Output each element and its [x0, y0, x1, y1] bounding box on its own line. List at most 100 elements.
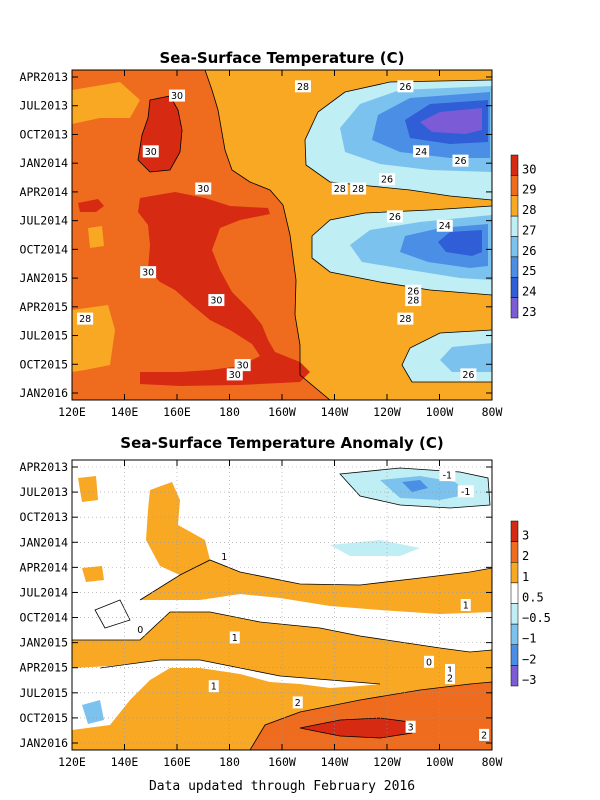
anom-contour-label-bg	[445, 663, 455, 676]
footer-note: Data updated through February 2016	[149, 779, 415, 794]
anom-contour-label: 2	[447, 674, 453, 685]
anom-xtick-label: 120W	[373, 755, 401, 769]
sst-xtick-label: 180	[219, 405, 240, 419]
sst-xtick-label: 140W	[321, 405, 349, 419]
anom-colorbar-swatch	[510, 644, 519, 666]
sst-ytick-label: JAN2015	[20, 271, 68, 285]
anom-region-1-mid	[140, 560, 492, 614]
sst-contour-label-bg	[331, 182, 348, 195]
sst-contour-label-bg	[140, 266, 157, 279]
anom-contour-label: 0	[426, 657, 432, 668]
sst-contour-label: 30	[142, 268, 154, 279]
sst-ticks: 120E 140E 160E 180 160W 140W 120W 100W 80W APR201…	[20, 70, 502, 419]
sst-contour-label-bg	[234, 359, 251, 372]
sst-ytick-label: APR2015	[20, 300, 68, 314]
sst-contour-label-bg	[142, 145, 159, 158]
anom-contour-label-bg	[208, 680, 219, 693]
sst-ytick-label: APR2014	[20, 185, 69, 199]
sst-contour-label: 30	[229, 370, 241, 381]
anom-contour-label: 0	[137, 625, 143, 636]
sst-colorbar-swatch	[510, 277, 519, 298]
anom-colorbar-label: −3	[522, 673, 536, 687]
anom-grid	[72, 460, 492, 750]
anom-colorbar-label: 0.5	[522, 590, 544, 604]
sst-xtick-label: 160W	[268, 405, 296, 419]
anom-contour-label: 1	[211, 682, 217, 693]
sst-colorbar-swatch	[510, 256, 519, 278]
sst-colorbar: 30 29 28 27 26 25 24 23	[510, 154, 536, 319]
sst-ytick-label: JAN2014	[20, 156, 69, 170]
sst-region-30-small	[78, 199, 104, 212]
anom-ytick-label: JAN2015	[20, 636, 68, 650]
anom-ytick-label: JUL2015	[20, 686, 68, 700]
sst-region-24-mid	[438, 230, 482, 256]
sst-contour-label: 28	[399, 314, 411, 325]
sst-colorbar-label: 27	[522, 223, 536, 237]
anom-contour-label: -1	[461, 487, 470, 498]
anom-contour-label: 2	[295, 698, 301, 709]
sst-colorbar-swatch	[510, 215, 519, 237]
sst-xtick-label: 120E	[58, 405, 86, 419]
sst-contour-label-bg	[226, 368, 243, 381]
sst-panel: Sea-Surface Temperature (C)	[20, 49, 537, 419]
sst-region-28-west3	[88, 226, 104, 248]
sst-contour-label: 26	[389, 212, 401, 223]
sst-contour-label-bg	[77, 312, 94, 325]
anom-contour-label-bg	[135, 623, 146, 636]
anom-colorbar-swatch	[510, 623, 519, 645]
sst-contour-label: 30	[197, 184, 209, 195]
sst-contour-label-bg	[405, 284, 422, 297]
sst-contour-label-bg	[350, 182, 367, 195]
sst-contour-label: 26	[407, 286, 419, 297]
sst-contour-label-bg	[295, 80, 311, 93]
anom-colorbar-swatch	[510, 562, 519, 584]
sst-colorbar-label: 24	[522, 285, 536, 299]
anom-region-1-west2	[82, 566, 104, 582]
anom-ytick-label: OCT2015	[20, 711, 68, 725]
anom-region-2	[250, 682, 492, 750]
sst-field	[72, 70, 492, 400]
anom-contour-label: 1	[463, 601, 469, 612]
anom-contour-label-bg	[229, 631, 240, 644]
anom-colorbar-label: 1	[522, 570, 529, 584]
anom-colorbar-label: 3	[522, 529, 529, 543]
sst-colorbar-label: 28	[522, 203, 536, 217]
anom-ytick-label: JUL2014	[20, 585, 69, 599]
anom-region-1-north	[146, 482, 210, 575]
anom-ytick-label: OCT2013	[20, 510, 69, 524]
anom-contour-label-bg	[424, 655, 434, 668]
anom-ytick-label: APR2014	[20, 560, 69, 574]
sst-contour-label: 24	[439, 221, 451, 232]
sst-contour-label: 28	[407, 296, 419, 307]
sst-colorbar-swatch	[510, 154, 519, 176]
sst-contour-label-bg	[405, 294, 422, 307]
anom-title: Sea-Surface Temperature Anomaly (C)	[120, 434, 443, 452]
anom-ytick-label: JAN2016	[20, 736, 69, 750]
sst-colorbar-label: 30	[522, 162, 536, 176]
sst-contour-label: 28	[297, 82, 309, 93]
anom-contour-label: 1	[221, 552, 227, 563]
sst-contour-label-bg	[208, 294, 225, 307]
anom-xtick-label: 180	[219, 755, 240, 769]
sst-ytick-label: JUL2014	[20, 214, 69, 228]
sst-contour-label-bg	[169, 89, 185, 102]
sst-contour-label: 26	[381, 175, 393, 186]
anom-contour-label-bg	[479, 728, 490, 741]
anom-ytick-label: JUL2013	[20, 485, 69, 499]
anom-region-neg-4	[330, 540, 420, 556]
anom-contour-label-bg	[445, 672, 455, 685]
anom-colorbar-label: −0.5	[522, 611, 551, 625]
anom-colorbar-swatch	[510, 541, 519, 563]
sst-contour-label: 26	[462, 370, 474, 381]
anom-contour-label-bg	[460, 599, 471, 611]
sst-ytick-label: OCT2014	[20, 242, 69, 256]
anom-colorbar: 3 2 1 0.5 −0.5 −1 −2 −3	[510, 520, 551, 687]
sst-contour-label-bg	[436, 219, 453, 232]
sst-region-28-west	[72, 82, 140, 124]
anom-region-1-west	[78, 476, 98, 502]
anom-region-3	[300, 718, 412, 738]
anom-colorbar-swatch	[510, 665, 519, 687]
sst-contour-label: 30	[210, 296, 222, 307]
sst-xtick-label: 100W	[426, 405, 454, 419]
